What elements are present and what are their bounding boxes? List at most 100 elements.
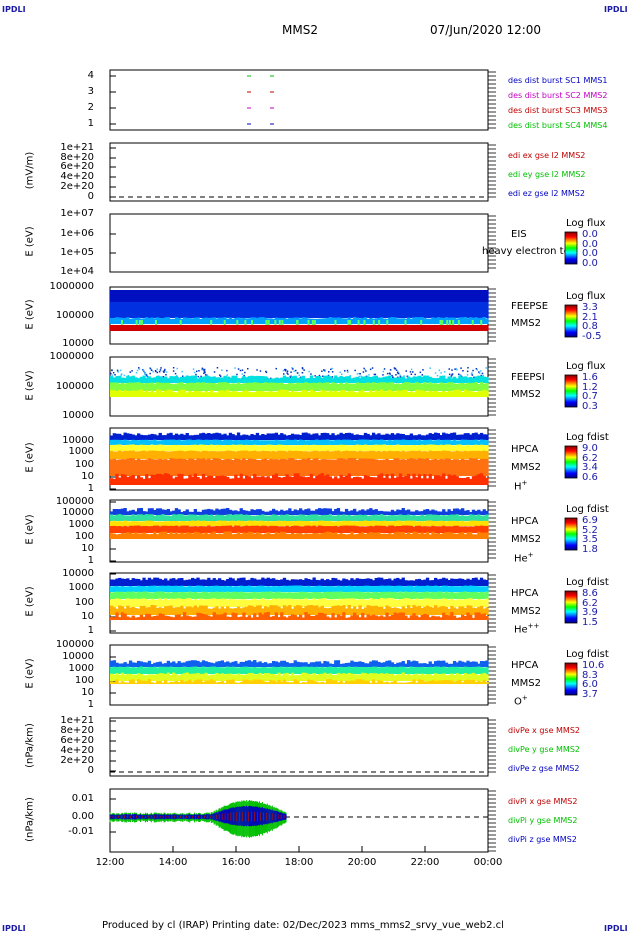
heatmap-cell-hpca_hepp: [261, 598, 265, 607]
heatmap-cell-hpca_he: [420, 526, 424, 533]
heatmap-cell-hpca_he: [326, 521, 330, 526]
heatmap-cell-hpca_h: [482, 434, 486, 440]
heatmap-cell-feepsi: [307, 382, 311, 391]
heatmap-cell-hpca_h: [450, 440, 454, 445]
heatmap-cell-feepsi: [162, 376, 164, 378]
heatmap-cell-hpca_hepp: [253, 606, 257, 615]
heatmap-cell-feepsi: [307, 378, 311, 383]
heatmap-cell-hpca_h: [182, 459, 187, 476]
heatmap-cell-hpca_hepp: [436, 616, 440, 620]
heatmap-cell-hpca_o: [415, 682, 419, 684]
colorbar-value-feepsi-2: 0.7: [582, 391, 598, 402]
heatmap-cell-hpca_hepp: [415, 598, 419, 607]
heatmap-cell-hpca_he: [477, 520, 481, 526]
heatmap-cell-hpca_he: [188, 521, 192, 526]
heatmap-cell-hpca_h: [398, 473, 403, 485]
heatmap-cell-feepsi: [366, 376, 370, 383]
heatmap-cell-hpca_hepp: [218, 608, 222, 615]
heatmap-cell-hpca_he: [245, 533, 249, 539]
heatmap-cell-hpca_hepp: [147, 600, 152, 607]
heatmap-cell-feepse: [350, 290, 354, 302]
heatmap-cell-feepse: [377, 290, 381, 302]
heatmap-cell-hpca_h: [350, 440, 354, 445]
heatmap-cell-hpca_hepp: [482, 592, 486, 599]
heatmap-cell-hpca_h: [339, 440, 343, 445]
heatmap-cell-hpca_he: [174, 508, 179, 515]
heatmap-cell-hpca_he: [390, 515, 395, 521]
heatmap-cell-hpca_o: [374, 673, 378, 681]
heatmap-cell-hpca_h: [417, 458, 422, 476]
heatmap-cell-feepsi: [342, 377, 346, 383]
heatmap-cell-hpca_hepp: [436, 586, 440, 592]
heatmap-cell-feepse: [121, 320, 123, 325]
heatmap-cell-hpca_he: [312, 525, 316, 533]
heatmap-cell-feepsi: [359, 373, 361, 375]
heatmap-cell-hpca_he: [280, 514, 284, 521]
heatmap-cell-hpca_he: [193, 531, 197, 539]
heatmap-cell-hpca_hepp: [158, 585, 162, 592]
heatmap-cell-hpca_h: [428, 459, 432, 476]
heatmap-cell-hpca_o: [334, 660, 338, 667]
heatmap-cell-hpca_hepp: [199, 585, 203, 592]
heatmap-cell-hpca_o: [131, 662, 135, 667]
heatmap-cell-hpca_h: [474, 444, 478, 451]
heatmap-cell-hpca_hepp: [120, 578, 125, 586]
heatmap-cell-hpca_o: [452, 675, 457, 681]
heatmap-cell-hpca_o: [164, 663, 168, 667]
heatmap-cell-feepsi: [150, 369, 153, 371]
heatmap-cell-hpca_he: [261, 534, 265, 539]
heatmap-cell-hpca_he: [444, 521, 449, 526]
heatmap-cell-feepsi: [328, 376, 332, 383]
heatmap-cell-feepse: [207, 325, 211, 331]
heatmap-cell-hpca_hepp: [307, 605, 311, 615]
heatmap-cell-hpca_hepp: [228, 592, 233, 599]
heatmap-cell-feepse: [215, 325, 219, 331]
heatmap-cell-hpca_he: [474, 534, 478, 539]
heatmap-cell-hpca_he: [288, 521, 292, 526]
heatmap-cell-hpca_hepp: [126, 605, 130, 615]
heatmap-cell-hpca_o: [209, 674, 214, 681]
heatmap-cell-hpca_h: [274, 451, 278, 459]
heatmap-cell-hpca_he: [353, 525, 357, 533]
heatmap-cell-hpca_h: [417, 439, 422, 445]
heatmap-cell-hpca_he: [353, 520, 357, 526]
heatmap-cell-hpca_hepp: [469, 598, 473, 607]
heatmap-cell-hpca_o: [266, 673, 270, 681]
heatmap-cell-hpca_h: [469, 434, 473, 440]
heatmap-cell-hpca_hepp: [128, 617, 133, 620]
heatmap-cell-feepse: [174, 290, 179, 302]
heatmap-cell-hpca_h: [226, 450, 230, 459]
heatmap-cell-hpca_he: [199, 526, 203, 533]
heatmap-cell-hpca_o: [234, 667, 238, 674]
heatmap-cell-hpca_h: [120, 451, 125, 459]
heatmap-cell-hpca_o: [280, 660, 284, 667]
heatmap-cell-hpca_hepp: [312, 592, 316, 599]
heatmap-cell-feepsi: [174, 376, 179, 383]
heatmap-cell-feepsi: [185, 392, 189, 397]
heatmap-cell-hpca_h: [342, 458, 346, 476]
heatmap-cell-hpca_h: [293, 450, 297, 459]
heatmap-cell-feepse: [234, 325, 238, 331]
heatmap-cell-hpca_hepp: [380, 585, 384, 592]
heatmap-cell-hpca_o: [442, 660, 446, 667]
heatmap-cell-feepsi: [451, 373, 454, 375]
heatmap-cell-hpca_hepp: [266, 599, 270, 607]
heatmap-cell-hpca_he: [353, 508, 357, 515]
heatmap-cell-hpca_h: [469, 478, 473, 485]
heatmap-cell-feepsi: [291, 367, 293, 369]
heatmap-cell-hpca_h: [374, 434, 378, 440]
heatmap-cell-feepsi: [309, 383, 314, 391]
heatmap-cell-hpca_o: [166, 682, 170, 684]
heatmap-cell-feepsi: [463, 376, 467, 383]
heatmap-cell-hpca_he: [128, 532, 133, 539]
heatmap-cell-hpca_hepp: [479, 599, 484, 607]
heatmap-cell-feepsi: [344, 391, 349, 397]
heatmap-cell-feepse: [366, 325, 370, 331]
heatmap-cell-feepsi: [331, 376, 334, 378]
heatmap-cell-hpca_h: [196, 477, 200, 485]
heatmap-cell-feepsi: [485, 383, 489, 391]
heatmap-cell-hpca_o: [172, 661, 176, 667]
heatmap-cell-feepse: [282, 290, 287, 302]
heatmap-cell-hpca_hepp: [118, 598, 122, 607]
heatmap-cell-hpca_o: [425, 667, 430, 674]
